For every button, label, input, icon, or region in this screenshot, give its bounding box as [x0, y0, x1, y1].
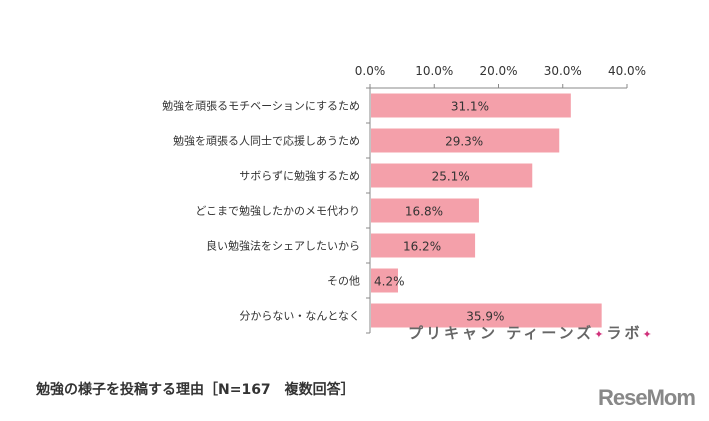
bar [371, 128, 560, 153]
category-label: サボらずに勉強するため [239, 169, 360, 183]
data-label: 16.2% [403, 240, 441, 254]
category-label: どこまで勉強したかのメモ代わり [195, 204, 360, 218]
bar [371, 198, 479, 223]
chart-caption: 勉強の様子を投稿する理由［N=167 複数回答］ [36, 382, 355, 398]
x-tick-label: 0.0% [355, 64, 386, 78]
x-tick-label: 30.0% [544, 64, 582, 78]
category-label: その他 [327, 275, 360, 288]
category-label: 良い勉強法をシェアしたいから [206, 239, 360, 253]
x-tick-label: 20.0% [479, 64, 517, 78]
x-tick-label: 10.0% [415, 64, 453, 78]
category-label: 勉強を頑張る人同士で応援しあうため [173, 134, 360, 148]
star-icon: ✦ [642, 328, 655, 341]
data-label: 4.2% [374, 275, 405, 289]
x-tick-label: 40.0% [608, 64, 646, 78]
watermark-text: プリキャン ティーンズ [408, 324, 595, 342]
data-label: 31.1% [451, 100, 489, 114]
bar [371, 303, 602, 328]
star-icon: ✦ [594, 328, 607, 341]
bar [371, 268, 398, 293]
bar [371, 93, 571, 118]
bar [371, 163, 533, 188]
resemom-logo: ReseMom [598, 385, 696, 410]
watermark: プリキャン ティーンズ✦ラボ✦ [408, 322, 655, 343]
data-label: 16.8% [405, 205, 443, 219]
watermark-suffix: ラボ [606, 324, 643, 342]
category-label: 分からない・なんとなく [239, 310, 360, 323]
data-label: 25.1% [432, 170, 470, 184]
data-label: 35.9% [466, 310, 504, 324]
category-label: 勉強を頑張るモチベーションにするため [162, 99, 360, 113]
bar [371, 233, 476, 258]
data-label: 29.3% [445, 135, 483, 149]
